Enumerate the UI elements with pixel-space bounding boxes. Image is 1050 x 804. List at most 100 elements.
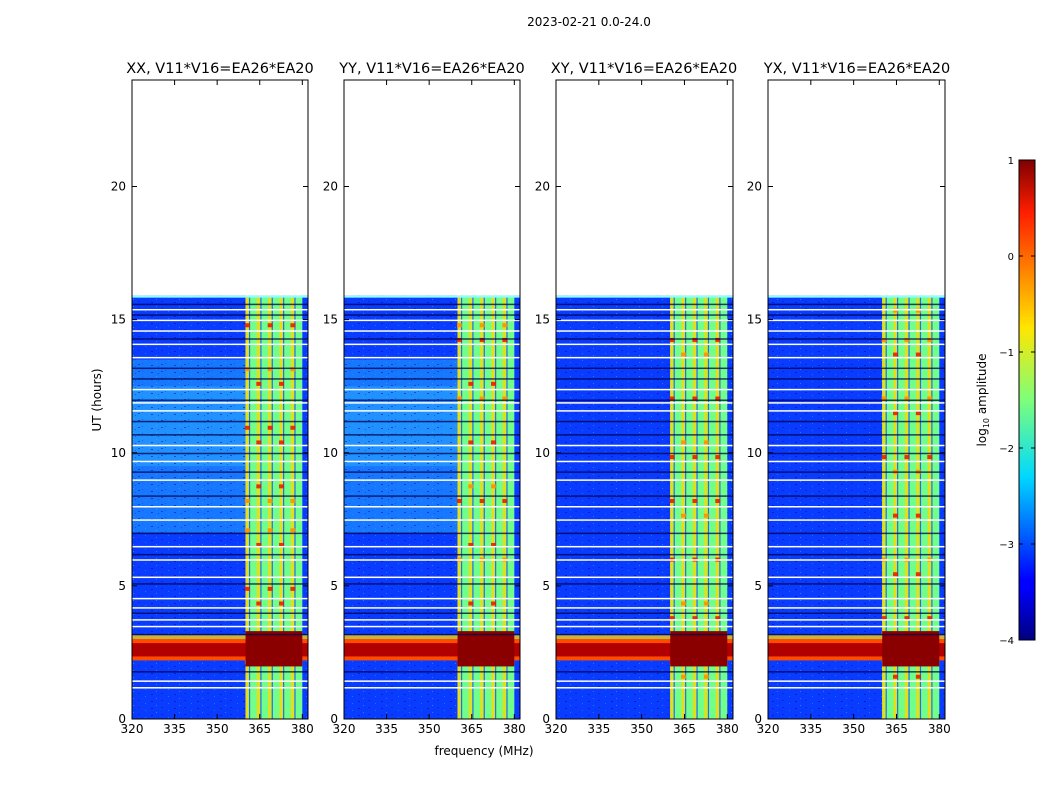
dark-row [768,314,945,316]
dark-row [344,471,520,473]
rfi-hotspot [244,586,250,591]
rfi-hotspot [502,323,508,328]
rfi-hotspot [290,323,296,328]
rfi-hotspot [267,499,273,504]
x-tick-label: 380 [503,722,526,736]
dark-row [768,434,945,436]
rfi-hotspot [256,601,262,606]
rfi-hotspot [279,381,285,386]
flagged-row [132,687,308,689]
flagged-row [556,343,733,346]
rfi-hotspot [904,396,910,401]
rfi-hotspot [244,367,250,372]
y-tick-label: 0 [330,712,338,726]
flagged-row [132,619,308,621]
rfi-hotspot [456,337,462,342]
rfi-hotspot [491,440,497,445]
flagged-row [768,545,945,548]
rfi-hotspot [681,674,687,679]
rfi-hotspot [927,396,933,401]
y-tick-label: 5 [330,579,338,593]
flagged-row [768,356,945,359]
dark-row [132,314,308,316]
flagged-row [344,576,520,579]
rfi-hotspot [456,499,462,504]
rfi-hotspot [881,616,887,621]
flagged-row [768,308,945,311]
flagged-row [132,559,308,561]
flagged-row [556,356,733,359]
rfi-hotspot [256,381,262,386]
dark-row [344,314,520,316]
y-tick-label: 5 [542,579,550,593]
flagged-row [556,619,733,621]
flagged-row [132,460,308,463]
flagged-row [132,343,308,346]
flagged-row [556,410,733,412]
axes-frame [555,79,734,720]
flagged-row [344,607,520,609]
flagged-row [344,308,520,311]
rfi-hotspot [256,484,262,489]
panel-title-yx: YX, V11*V16=EA26*EA20 [763,61,950,77]
rfi-hotspot [669,455,675,460]
flagged-row [768,410,945,412]
flagged-row [768,559,945,561]
flagged-row [344,506,520,508]
rfi-hotspot [468,601,474,606]
flagged-row [344,319,520,322]
dark-row [768,452,945,455]
flagged-row [768,479,945,481]
flagged-row [132,625,308,628]
flagged-row [132,506,308,508]
flagged-row [768,519,945,521]
flagged-row [556,506,733,508]
flagged-row [768,625,945,628]
flagged-row [556,519,733,521]
rfi-hotspot [893,572,899,577]
colorbar-gradient [1018,159,1036,641]
flagged-row [556,597,733,600]
x-tick-label: 380 [716,722,739,736]
y-tick-label: 15 [323,313,338,327]
dark-row [556,420,733,423]
y-tick-label: 20 [535,180,550,194]
dark-row [556,338,733,340]
x-tick-label: 350 [206,722,229,736]
x-tick-label: 365 [248,722,271,736]
rfi-hotspot [715,455,721,460]
dark-row [344,303,520,306]
dark-row [132,434,308,436]
dark-row [344,532,520,535]
dark-row [344,338,520,340]
dark-row [132,452,308,455]
flagged-row [344,687,520,689]
rfi-hotspot [881,337,887,342]
strong-rfi-band [670,631,728,667]
flagged-row [344,519,520,521]
y-tick-label: 10 [747,446,762,460]
dark-row [556,434,733,436]
dark-row [768,633,945,636]
flagged-row [132,356,308,359]
flagged-row [768,607,945,609]
rfi-hotspot [915,513,921,518]
dark-row [768,378,945,380]
flagged-row [768,680,945,682]
x-tick-label: 320 [757,722,780,736]
x-tick-label: 380 [291,722,314,736]
rfi-hotspot [893,308,899,313]
y-tick-label: 15 [535,313,550,327]
rfi-hotspot [290,425,296,430]
dark-row [132,367,308,370]
x-tick-label: 335 [799,722,822,736]
rfi-hotspot [491,601,497,606]
rfi-hotspot [893,674,899,679]
rfi-hotspot [669,616,675,621]
rfi-hotspot [915,308,921,313]
colorbar-tick-label: 1 [1008,156,1014,167]
rfi-hotspot [703,513,709,518]
rfi-hotspot [715,499,721,504]
dark-row [556,314,733,316]
